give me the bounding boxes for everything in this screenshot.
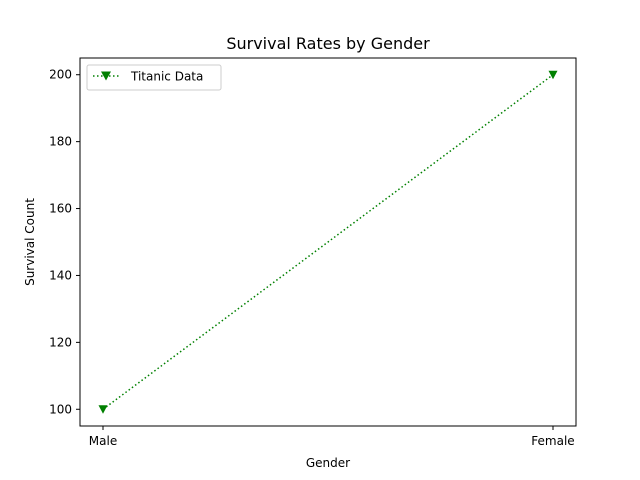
- plot-frame: [79, 57, 577, 427]
- data-point-marker: [548, 70, 558, 80]
- y-axis-ticks: 100 120 140 160 180 200: [49, 68, 80, 416]
- y-tick-label: 160: [49, 202, 72, 216]
- y-axis-label: Survival Count: [23, 198, 37, 286]
- y-tick-label: 200: [49, 68, 72, 82]
- x-axis-ticks: Male Female: [89, 426, 575, 448]
- series-line-titanic-data: [102, 74, 554, 410]
- series-markers: [98, 70, 558, 414]
- x-tick-label: Female: [531, 434, 574, 448]
- y-tick-label: 180: [49, 135, 72, 149]
- x-axis-label: Gender: [306, 456, 350, 470]
- legend: Titanic Data: [86, 64, 222, 91]
- x-tick-label: Male: [89, 434, 117, 448]
- legend-marker-triangle-down-icon: [101, 71, 111, 81]
- data-point-marker: [98, 405, 108, 414]
- legend-label: Titanic Data: [130, 70, 203, 84]
- y-tick-label: 100: [49, 402, 72, 416]
- y-tick-label: 140: [49, 268, 72, 282]
- y-tick-label: 120: [49, 335, 72, 349]
- legend-box: [86, 64, 222, 91]
- chart-title: Survival Rates by Gender: [226, 34, 430, 53]
